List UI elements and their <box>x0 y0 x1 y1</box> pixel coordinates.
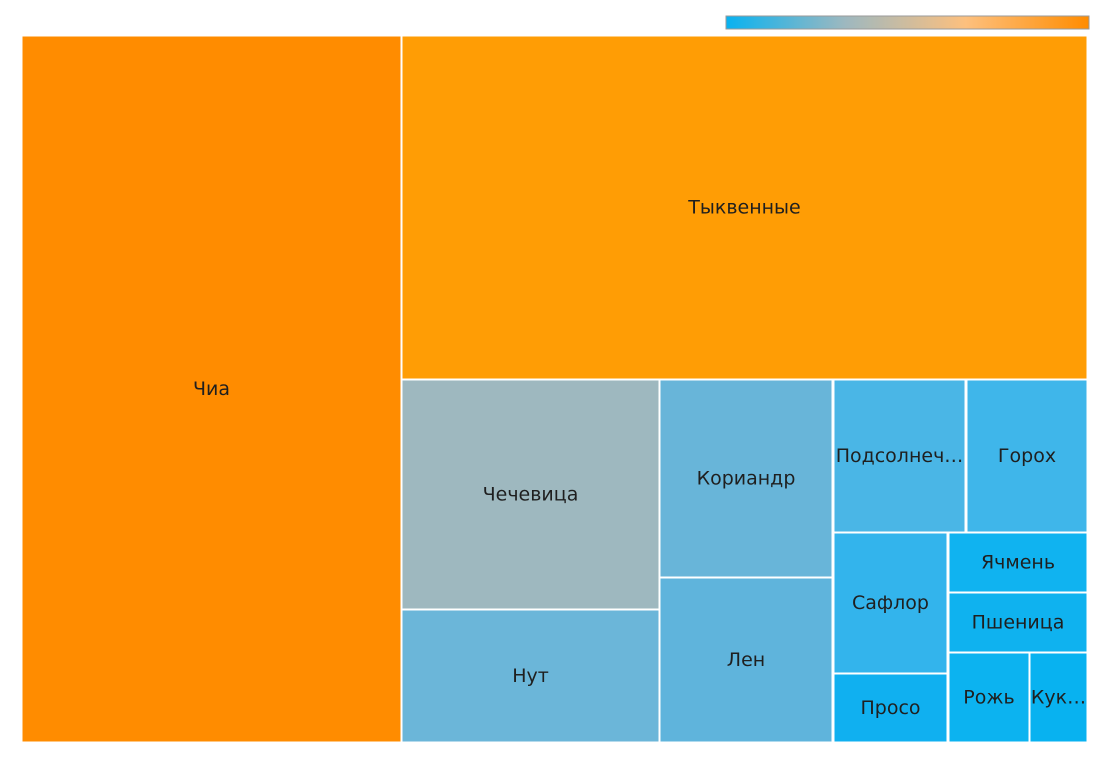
treemap-tile-label: Сафлор <box>852 592 929 614</box>
color-scale-bar <box>725 15 1090 30</box>
treemap-tile <box>833 379 966 533</box>
treemap-tile <box>401 379 660 610</box>
treemap-tiles <box>21 35 1088 743</box>
treemap-tile <box>21 35 402 743</box>
treemap-tile <box>948 592 1088 653</box>
treemap-tile <box>948 532 1088 593</box>
treemap-tile-label: Кук… <box>1031 687 1086 709</box>
treemap-tile-label: Горох <box>998 445 1056 467</box>
treemap-tile <box>1029 652 1088 743</box>
treemap-tile <box>659 379 833 578</box>
treemap-tile-label: Кориандр <box>697 468 796 490</box>
treemap-tile-label: Тыквенные <box>687 197 801 219</box>
treemap-tile <box>401 609 660 743</box>
treemap-tile <box>401 35 1088 380</box>
treemap-tile-label: Лен <box>727 649 765 671</box>
treemap-tile <box>659 577 833 743</box>
treemap-labels: Чиа Тыквенные Чечевица Нут Кориандр Лен Подсол… <box>193 197 1086 720</box>
treemap-tile <box>966 379 1088 533</box>
treemap-tile-label: Чечевица <box>483 484 579 506</box>
treemap-tile-label: Просо <box>860 697 920 719</box>
treemap-tile-label: Рожь <box>963 687 1014 709</box>
treemap-tile-label: Пшеница <box>972 612 1065 634</box>
treemap-tile-label: Чиа <box>193 378 230 400</box>
treemap-tile-label: Ячмень <box>981 552 1055 574</box>
treemap-tile <box>948 652 1030 743</box>
treemap-tile <box>833 532 948 674</box>
treemap-tile-label: Подсолнеч… <box>836 445 964 467</box>
treemap-tile <box>833 673 948 743</box>
treemap-tile-label: Нут <box>512 665 549 687</box>
